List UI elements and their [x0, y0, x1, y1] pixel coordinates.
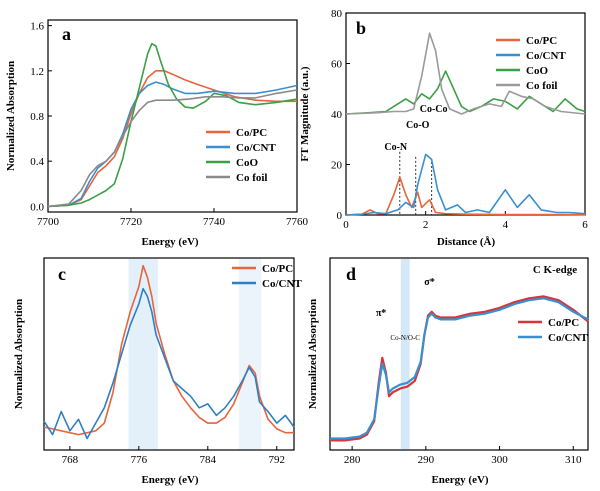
- panel-d: 280 290 300 310 Energy (eV) Normalized Absorp…: [307, 257, 589, 486]
- legend-label-coo: CoO: [526, 65, 548, 77]
- legend-label-coo: CoO: [236, 157, 258, 169]
- y-tick-label-1-2: 1.2: [30, 66, 44, 78]
- series-line-co-pc: [47, 70, 297, 208]
- x-tick-label-290: 290: [418, 454, 435, 466]
- x-tick-label-7760: 7760: [286, 216, 309, 228]
- y-axis-label: Normalized Absorption: [13, 299, 25, 409]
- x-tick-label-2: 2: [423, 219, 429, 231]
- legend-label-co-foil: Co foil: [236, 172, 267, 184]
- annotation-co-co: Co-Co: [420, 104, 448, 115]
- x-tick-label-792: 792: [269, 454, 286, 466]
- legend-label-co-cnt: Co/CNT: [236, 142, 276, 154]
- panel-letter-b: b: [356, 18, 366, 38]
- series-line-co-cnt: [345, 153, 586, 216]
- x-tick-label-4: 4: [503, 219, 509, 231]
- x-tick-label-280: 280: [344, 454, 361, 466]
- y-tick-label-0: 0: [337, 210, 343, 222]
- series-line-co-cnt: [330, 297, 589, 440]
- legend-label-co-cnt: Co/CNT: [526, 50, 566, 62]
- y-axis-label: Normalized Absorption: [5, 61, 17, 171]
- x-tick-label-310: 310: [565, 454, 582, 466]
- x-tick-label-7740: 7740: [203, 216, 226, 228]
- legend-label-co-pc: Co/PC: [262, 263, 293, 275]
- chart-title-c-k-edge: C K-edge: [533, 264, 577, 276]
- legend-label-co-foil: Co foil: [526, 80, 557, 92]
- x-tick-label-784: 784: [200, 454, 217, 466]
- x-tick-label-768: 768: [62, 454, 79, 466]
- highlight-band-co-n-o-c: [400, 259, 410, 449]
- x-axis-label: Energy (eV): [141, 236, 198, 248]
- axes-frame: [43, 257, 295, 451]
- y-axis-label: FT Magnitude (a.u.): [299, 66, 311, 161]
- highlight-band-l2: [238, 259, 262, 449]
- annotation-co-n: Co-N: [384, 142, 408, 153]
- series-line-co-foil: [47, 89, 298, 208]
- series-line-co-cnt: [47, 81, 298, 208]
- legend-label-co-pc: Co/PC: [236, 127, 267, 139]
- x-tick-label-7700: 7700: [37, 216, 60, 228]
- x-tick-label-300: 300: [491, 454, 508, 466]
- panel-letter-c: c: [58, 264, 66, 284]
- x-tick-label-6: 6: [582, 219, 588, 231]
- y-tick-label-0-8: 0.8: [30, 111, 44, 123]
- series-line-co-cnt: [43, 287, 295, 440]
- series-line-co-foil: [345, 32, 586, 115]
- x-axis-label: Energy (eV): [141, 474, 198, 486]
- panel-a: 7700 7720 7740 7760 0.0 0.4 0.8 1.2 1.6 Energy (e…: [5, 19, 309, 248]
- annotation-co-n-o-c: Co-N/O-C: [390, 334, 420, 342]
- legend-label-co-cnt: Co/CNT: [262, 278, 302, 290]
- annotation-co-o: Co-O: [406, 120, 430, 131]
- x-tick-label-7720: 7720: [120, 216, 143, 228]
- x-axis-label: Distance (Å): [437, 236, 496, 248]
- y-tick-label-80: 80: [331, 8, 343, 20]
- x-tick-label-0: 0: [343, 219, 349, 231]
- series-line-coo: [47, 42, 298, 208]
- y-tick-label-20: 20: [331, 160, 343, 172]
- y-tick-label-40: 40: [331, 109, 343, 121]
- annotation-sigma-star: σ*: [424, 277, 434, 288]
- legend-label-co-pc: Co/PC: [526, 35, 557, 47]
- y-tick-label-60: 60: [331, 59, 343, 71]
- legend-label-co-cnt: Co/CNT: [548, 332, 588, 344]
- panel-letter-d: d: [346, 264, 356, 284]
- panel-letter-a: a: [62, 24, 71, 44]
- panel-c: 768 776 784 792 Energy (eV) Normalized Absorp…: [13, 257, 302, 486]
- axes-frame: [329, 257, 589, 451]
- y-axis-label: Normalized Absorption: [307, 299, 319, 409]
- legend-label-co-pc: Co/PC: [548, 317, 579, 329]
- y-tick-label-0-4: 0.4: [30, 156, 44, 168]
- y-tick-label-1-6: 1.6: [30, 21, 44, 33]
- highlight-band-l3: [128, 259, 158, 449]
- annotation-pi-star: π*: [376, 308, 386, 319]
- x-tick-label-776: 776: [131, 454, 148, 466]
- y-tick-label-0-0: 0.0: [30, 201, 44, 213]
- x-axis-label: Energy (eV): [431, 474, 488, 486]
